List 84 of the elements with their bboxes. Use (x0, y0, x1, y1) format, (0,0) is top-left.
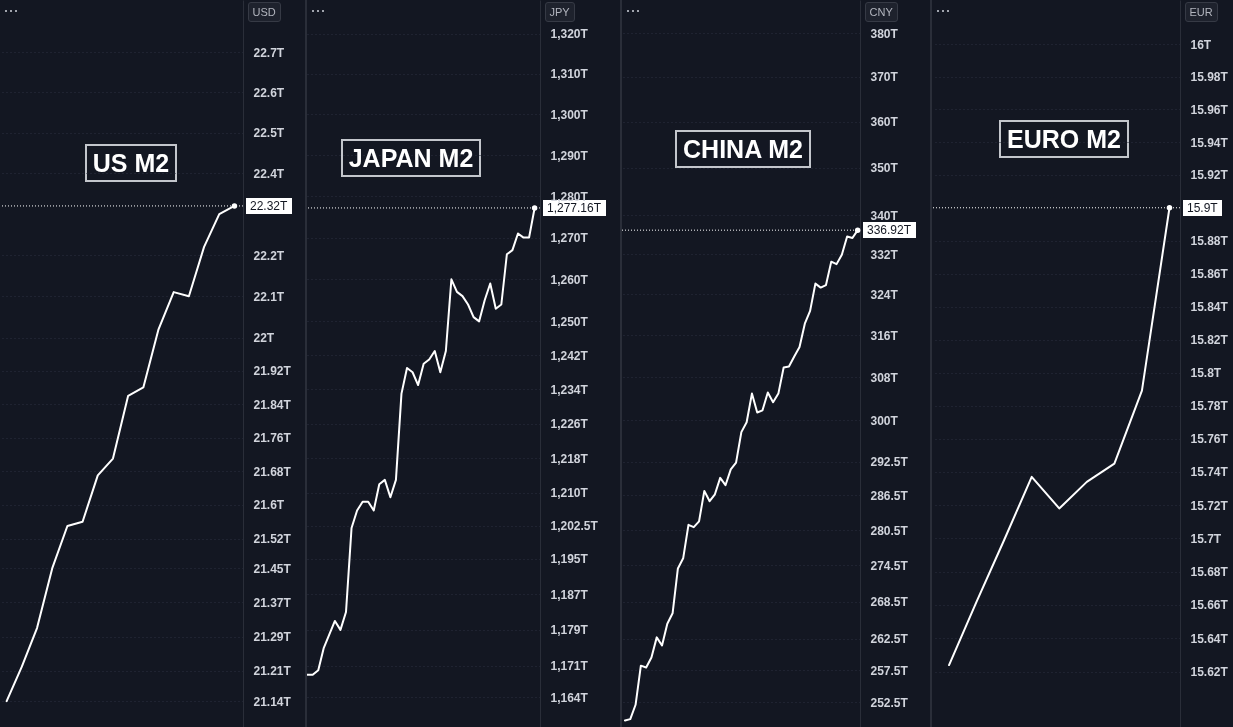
y-tick-label: 252.5T (870, 695, 909, 710)
y-tick-label: 15.96T (1190, 102, 1229, 117)
y-tick-label: 1,320T (550, 27, 589, 42)
y-tick-label: 21.14T (253, 694, 292, 709)
y-tick-label: 1,210T (550, 486, 589, 501)
y-tick-label: 22T (253, 331, 275, 346)
y-tick-label: 286.5T (870, 488, 909, 503)
y-tick-label: 1,260T (550, 272, 589, 287)
y-tick-label: 22.6T (253, 85, 285, 100)
y-tick-label: 268.5T (870, 595, 909, 610)
ref-line-label: 15.9T (1187, 200, 1219, 215)
text: EURO M2 (1007, 125, 1121, 153)
y-tick-label: 360T (870, 115, 899, 130)
y-tick-label: 257.5T (870, 663, 909, 678)
y-tick-label: 274.5T (870, 558, 909, 573)
y-tick-label: 21.84T (253, 397, 292, 412)
y-tick-label: 1,226T (550, 417, 589, 432)
y-tick-label: 15.88T (1190, 234, 1229, 249)
y-tick-label: 15.84T (1190, 300, 1229, 315)
y-tick-label: 15.78T (1190, 399, 1229, 414)
y-tick-label: 15.94T (1190, 135, 1229, 150)
y-tick-label: 1,270T (550, 231, 589, 246)
y-tick-label: 21.76T (253, 431, 292, 446)
y-tick-label: 1,234T (550, 382, 589, 397)
y-tick-label: 370T (870, 70, 899, 85)
y-tick-label: 1,290T (550, 148, 589, 163)
y-tick-label: 1,242T (550, 348, 589, 363)
y-tick-label: 15.86T (1190, 267, 1229, 282)
y-tick-label: 15.8T (1190, 366, 1222, 381)
y-tick-label: 16T (1190, 37, 1212, 52)
y-tick-label: 292.5T (870, 455, 909, 470)
text: JAPAN M2 (348, 144, 474, 172)
y-tick-label: 1,171T (550, 659, 589, 674)
y-tick-label: 22.1T (253, 289, 285, 304)
y-tick-label: 15.7T (1190, 531, 1222, 546)
text: US M2 (92, 149, 170, 177)
y-tick-label: 15.82T (1190, 333, 1229, 347)
y-tick-label: 262.5T (870, 632, 909, 647)
y-tick-label: 22.4T (253, 166, 285, 181)
y-tick-label: 15.68T (1190, 565, 1229, 580)
y-tick-label: 1,300T (550, 107, 589, 122)
y-tick-label: 308T (870, 370, 899, 385)
y-tick-label: 1,218T (550, 451, 589, 466)
text: CHINA M2 (683, 135, 803, 163)
y-tick-label: 1,202.5T (550, 519, 599, 534)
y-tick-label: 380T (870, 26, 899, 41)
y-axis-title: CNY (869, 5, 894, 18)
y-tick-label: 1,195T (550, 552, 589, 567)
y-tick-label: 1,250T (550, 314, 589, 329)
y-tick-label: 280.5T (870, 523, 909, 538)
y-axis-title: USD (252, 5, 276, 18)
y-tick-label: 22.7T (253, 45, 285, 60)
y-tick-label: 15.72T (1190, 498, 1229, 513)
y-tick-label: 21.6T (253, 498, 285, 513)
ref-line-label: 336.92T (867, 223, 912, 238)
y-tick-label: 22.5T (253, 126, 285, 141)
y-tick-label: 316T (870, 328, 899, 343)
y-tick-label: 21.52T (253, 532, 292, 547)
y-tick-label: 15.66T (1190, 598, 1229, 613)
y-tick-label: 22.2T (253, 248, 285, 263)
y-tick-label: 21.21T (253, 664, 292, 679)
y-tick-label: 300T (870, 413, 899, 428)
y-tick-label: 15.92T (1190, 168, 1229, 183)
y-tick-label: 340T (870, 208, 899, 223)
y-tick-label: 21.29T (253, 630, 292, 645)
y-tick-label: 15.74T (1190, 465, 1229, 480)
y-axis-title: JPY (549, 5, 571, 18)
y-tick-label: 15.98T (1190, 70, 1229, 85)
y-tick-label: 1,164T (550, 690, 589, 705)
y-tick-label: 15.62T (1190, 665, 1229, 680)
y-tick-label: 1,187T (550, 587, 589, 602)
y-axis-title: EUR (1189, 5, 1213, 18)
y-tick-label: 21.92T (253, 364, 292, 379)
y-tick-label: 332T (870, 247, 899, 262)
y-tick-label: 15.64T (1190, 631, 1229, 646)
y-tick-label: 1,179T (550, 623, 589, 638)
y-tick-label: 21.37T (253, 595, 292, 610)
y-tick-label: 21.45T (253, 561, 292, 576)
y-tick-label: 21.68T (253, 464, 292, 479)
y-tick-label: 15.76T (1190, 432, 1229, 447)
ref-line-label: 22.32T (250, 198, 289, 213)
y-tick-label: 1,310T (550, 67, 589, 82)
y-tick-label: 324T (870, 287, 899, 302)
y-tick-label: 350T (870, 161, 899, 176)
